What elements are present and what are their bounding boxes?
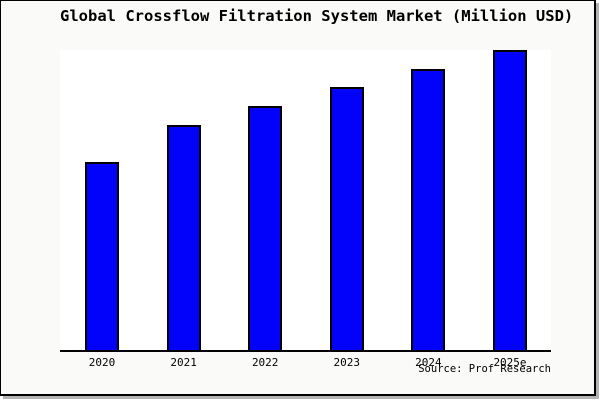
source-credit: Source: Prof Research (418, 363, 551, 375)
bar-2025e (493, 50, 527, 350)
bar-2024 (411, 69, 446, 350)
bar-2020 (85, 162, 119, 350)
bar-2021 (166, 125, 201, 350)
chart-title: Global Crossflow Filtration System Marke… (60, 7, 574, 25)
plot-area (60, 50, 551, 352)
x-tick-label-2021: 2021 (170, 356, 197, 369)
bar-2022 (248, 106, 283, 350)
x-tick-label-2020: 2020 (88, 356, 116, 369)
x-tick-label-2023: 2023 (333, 356, 361, 369)
x-tick-label-2025e: 2025e (493, 356, 527, 369)
bar-2023 (329, 87, 364, 350)
x-axis-tick-labels: 2020 2021 2022 2023 2024 2025e (60, 356, 551, 372)
x-tick-label-2022: 2022 (251, 356, 279, 369)
x-tick-label-2024: 2024 (415, 356, 442, 369)
